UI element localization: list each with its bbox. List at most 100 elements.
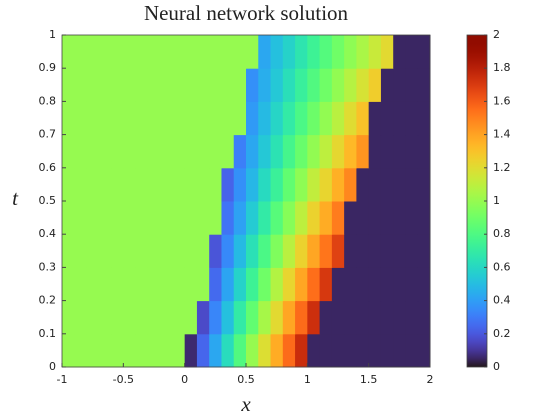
heatmap-cell [331, 167, 345, 202]
heatmap-cell [356, 201, 370, 235]
heatmap-cell [282, 201, 296, 235]
heatmap-cell [221, 101, 235, 136]
x-tick-label: -0.5 [113, 373, 134, 386]
heatmap-cell [74, 134, 88, 169]
heatmap-cell [98, 134, 112, 169]
heatmap-cell [417, 68, 431, 102]
heatmap-cell [209, 68, 222, 102]
y-tick-label: 0.7 [39, 128, 57, 141]
heatmap-cell [380, 68, 394, 102]
heatmap-cell [196, 101, 210, 136]
heatmap-cell [331, 267, 345, 302]
heatmap-cell [62, 333, 75, 368]
heatmap-cell [393, 333, 406, 368]
heatmap-cell [209, 167, 222, 202]
heatmap-cell [147, 101, 161, 136]
heatmap-cell [295, 300, 308, 335]
heatmap-cell [331, 300, 345, 335]
heatmap-cell [135, 101, 149, 136]
colorbar-tick-label: 2 [493, 28, 500, 41]
heatmap-cell [319, 68, 333, 102]
heatmap-cell [86, 68, 100, 102]
heatmap-cell [368, 300, 382, 335]
heatmap-cell [307, 333, 321, 368]
colorbar-tick-label: 1 [493, 194, 500, 207]
heatmap-cell [380, 35, 394, 69]
heatmap-cell [344, 234, 357, 268]
heatmap-cell [135, 267, 149, 302]
heatmap-cell [86, 201, 100, 235]
heatmap-cell [123, 35, 137, 69]
heatmap-cell [356, 234, 370, 268]
y-tick-label: 1 [49, 28, 56, 41]
x-tick-label: -1 [57, 373, 68, 386]
heatmap-cell [405, 267, 419, 302]
heatmap-cell [319, 167, 333, 202]
heatmap-cell [282, 101, 296, 136]
heatmap-cell [221, 68, 235, 102]
heatmap-cell [74, 68, 88, 102]
heatmap-cell [98, 68, 112, 102]
heatmap-cell [258, 300, 272, 335]
heatmap-cell [356, 267, 370, 302]
heatmap-cell [172, 267, 186, 302]
heatmap-cell [344, 68, 357, 102]
heatmap-cell [123, 333, 137, 368]
heatmap-cell [307, 167, 321, 202]
heatmap-cell [196, 267, 210, 302]
heatmap-cell [356, 134, 370, 169]
heatmap-cell [184, 35, 198, 69]
heatmap-cell [258, 267, 272, 302]
heatmap-cell [417, 134, 431, 169]
heatmap-cell [62, 167, 75, 202]
heatmap-cell [380, 333, 394, 368]
heatmap-cell [368, 134, 382, 169]
heatmap-cell [98, 167, 112, 202]
heatmap-cell [258, 201, 272, 235]
heatmap-cell [233, 68, 247, 102]
heatmap-cell [319, 300, 333, 335]
heatmap-cell [74, 267, 88, 302]
heatmap-cell [172, 201, 186, 235]
heatmap-cell [393, 267, 406, 302]
heatmap-cell [221, 267, 235, 302]
heatmap-cell [196, 134, 210, 169]
heatmap-cell [307, 234, 321, 268]
heatmap-cell [246, 35, 259, 69]
heatmap-cell [209, 300, 222, 335]
heatmap-cell [417, 234, 431, 268]
heatmap-cell [147, 333, 161, 368]
heatmap-cell [258, 333, 272, 368]
heatmap-cell [123, 134, 137, 169]
heatmap-cell [62, 267, 75, 302]
heatmap-cell [184, 167, 198, 202]
heatmap-cell [160, 68, 173, 102]
heatmap-cell [160, 201, 173, 235]
heatmap-cell [295, 234, 308, 268]
heatmap-cell [393, 101, 406, 136]
heatmap-cell [62, 134, 75, 169]
heatmap-cell [295, 68, 308, 102]
heatmap-cell [331, 134, 345, 169]
heatmap-cell [160, 333, 173, 368]
y-tick-label: 0 [49, 360, 56, 373]
heatmap-cell [295, 167, 308, 202]
heatmap-cell [295, 333, 308, 368]
y-tick-label: 0.9 [39, 61, 57, 74]
y-tick-label: 0.3 [39, 260, 57, 273]
heatmap-cell [184, 134, 198, 169]
heatmap-cell [233, 101, 247, 136]
heatmap-cell [356, 167, 370, 202]
heatmap-cell [295, 35, 308, 69]
heatmap-cell [74, 300, 88, 335]
heatmap-cell [111, 68, 124, 102]
heatmap-cell [319, 234, 333, 268]
heatmap-cell [356, 68, 370, 102]
heatmap-cell [135, 300, 149, 335]
heatmap-cell [172, 68, 186, 102]
heatmap-cell [111, 267, 124, 302]
heatmap-cell [380, 201, 394, 235]
heatmap-cell [135, 234, 149, 268]
heatmap-cell [196, 35, 210, 69]
heatmap-cell [209, 35, 222, 69]
